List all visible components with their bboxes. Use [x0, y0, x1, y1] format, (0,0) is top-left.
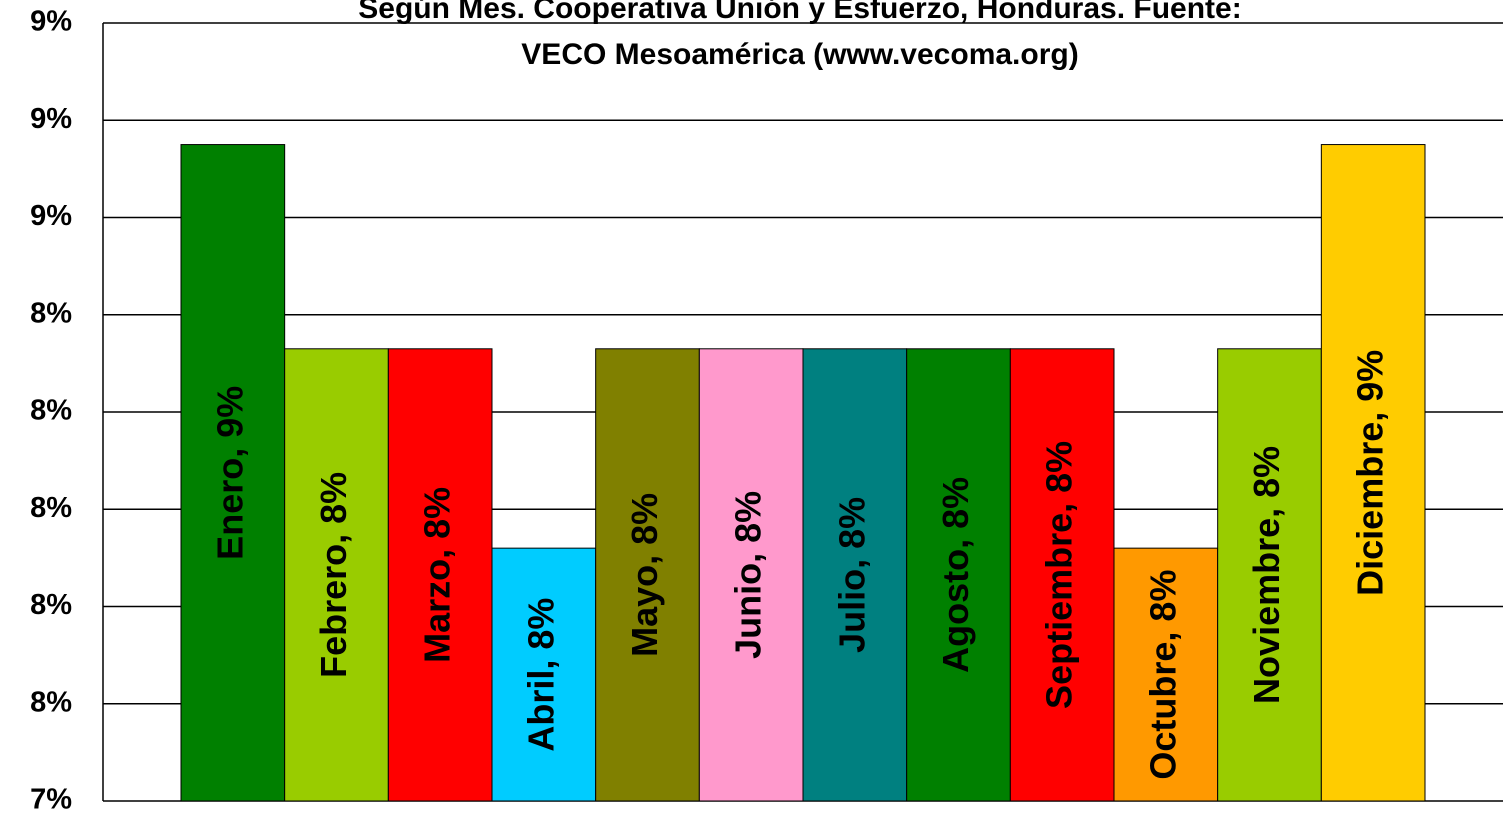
bar	[906, 348, 1011, 802]
y-tick-label: 8%	[30, 395, 72, 427]
y-tick-label: 8%	[30, 297, 72, 329]
data-label: Julio, 8%	[831, 497, 872, 653]
y-tick-label: 8%	[30, 686, 72, 718]
bar	[802, 348, 908, 802]
data-label: Octubre, 8%	[1142, 570, 1183, 780]
data-label: Enero, 9%	[209, 386, 250, 560]
data-label: Noviembre, 8%	[1246, 446, 1287, 704]
data-label: Mayo, 8%	[624, 493, 665, 657]
y-tick-label: 9%	[30, 200, 72, 232]
data-label: Febrero, 8%	[313, 472, 354, 678]
bar	[491, 547, 597, 802]
bar	[1320, 144, 1426, 802]
chart-title: VECO Mesoamérica (www.vecoma.org)	[521, 38, 1078, 71]
y-tick-label: 9%	[30, 6, 72, 38]
bar	[284, 348, 389, 802]
y-tick-label: 7%	[30, 784, 72, 816]
data-label: Junio, 8%	[728, 491, 769, 659]
bar	[698, 348, 804, 802]
y-tick-label: 9%	[30, 103, 72, 135]
data-label: Agosto, 8%	[935, 477, 976, 673]
bar	[595, 348, 700, 802]
bar	[387, 348, 493, 802]
data-label: Diciembre, 9%	[1350, 350, 1391, 596]
bar	[1217, 348, 1322, 802]
y-tick-label: 8%	[30, 589, 72, 621]
bar	[1113, 547, 1219, 802]
chart-title: Según Mes. Cooperativa Unión y Esfuerzo,…	[358, 0, 1241, 25]
data-label: Abril, 8%	[520, 598, 561, 752]
bar	[1009, 348, 1115, 802]
bar	[180, 144, 286, 802]
data-label: Septiembre, 8%	[1039, 441, 1080, 709]
y-tick-label: 8%	[30, 492, 72, 524]
data-label: Marzo, 8%	[417, 487, 458, 663]
